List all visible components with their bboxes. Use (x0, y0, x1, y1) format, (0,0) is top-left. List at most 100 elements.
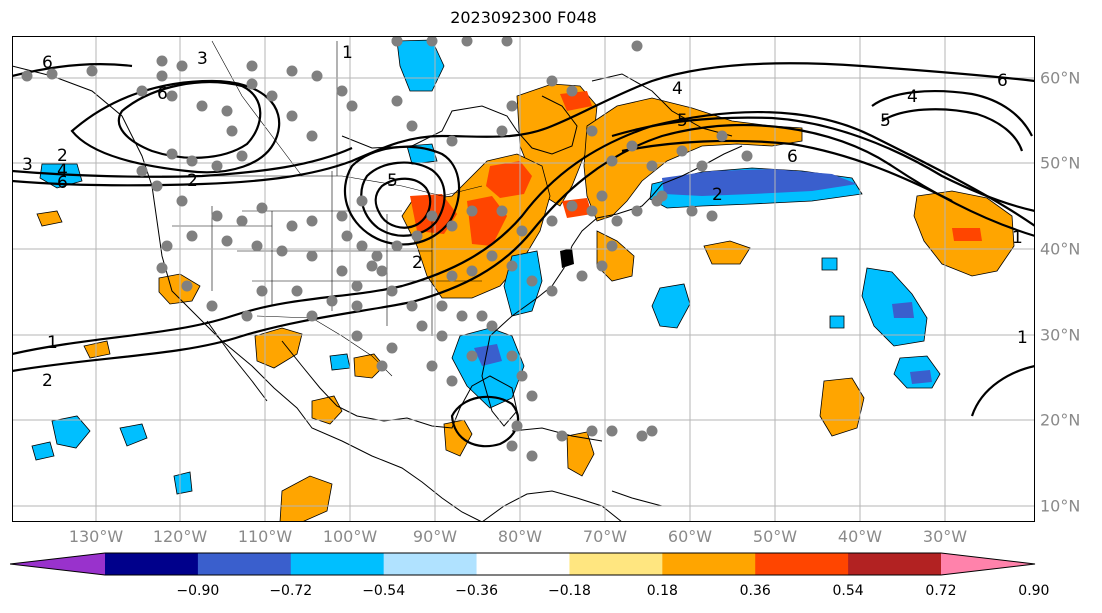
station-marker (346, 100, 358, 112)
station-marker (256, 202, 268, 214)
station-marker (716, 130, 728, 142)
latitude-label: 50°N (1040, 153, 1081, 173)
contour-label: 6 (787, 147, 798, 167)
station-marker (496, 125, 508, 137)
station-marker (206, 300, 218, 312)
colorbar-segment (755, 553, 849, 575)
colorbar-tick-label: 0.54 (832, 583, 864, 599)
station-marker (306, 215, 318, 227)
contour-label: 2 (187, 171, 198, 191)
station-marker (696, 160, 708, 172)
station-marker (596, 190, 608, 202)
contour-label: 5 (880, 111, 891, 131)
station-marker (311, 70, 323, 82)
colorbar-tick-label: −0.18 (547, 583, 591, 599)
station-marker (351, 300, 363, 312)
colorbar-tick-label: 0.36 (739, 583, 771, 599)
station-marker (161, 240, 173, 252)
station-marker (411, 230, 423, 242)
station-marker (676, 145, 688, 157)
colorbar (10, 552, 1036, 576)
colorbar-segment (197, 553, 292, 575)
station-marker (166, 90, 178, 102)
station-marker (376, 265, 388, 277)
station-marker (426, 360, 438, 372)
longitude-label: 40°W (837, 527, 883, 546)
station-marker (46, 68, 58, 80)
contour-label: 6 (57, 173, 68, 193)
station-marker (176, 195, 188, 207)
station-marker (306, 250, 318, 262)
station-marker (586, 205, 598, 217)
station-marker (706, 210, 718, 222)
station-marker (351, 330, 363, 342)
longitude-label: 70°W (582, 527, 628, 546)
latitude-label: 20°N (1040, 410, 1081, 430)
latitude-label: 30°N (1040, 325, 1081, 345)
colorbar-tick-label: −0.36 (455, 583, 498, 599)
station-marker (151, 180, 163, 192)
longitude-label: 80°W (497, 527, 543, 546)
station-marker (566, 200, 578, 212)
station-marker (336, 85, 348, 97)
colorbar-segment (383, 553, 478, 575)
station-marker (466, 265, 478, 277)
latitude-label: 40°N (1040, 239, 1081, 259)
longitude-label: 60°W (667, 527, 713, 546)
colorbar-tick-label: −0.90 (176, 583, 220, 599)
latitude-label: 10°N (1040, 496, 1081, 516)
station-marker (606, 240, 618, 252)
station-marker (476, 310, 488, 322)
contour-label: 2 (42, 371, 53, 391)
station-marker (741, 150, 753, 162)
station-marker (246, 78, 258, 90)
contour-label: 1 (47, 333, 58, 353)
station-marker (251, 240, 263, 252)
contour-label: 2 (412, 253, 423, 273)
station-marker (446, 135, 458, 147)
colorbar-tick-label: 0.90 (1018, 583, 1050, 599)
station-marker (221, 235, 233, 247)
political-borders (162, 40, 483, 377)
station-marker (286, 110, 298, 122)
station-marker (166, 148, 178, 160)
station-marker (506, 440, 518, 452)
station-marker (526, 390, 538, 402)
station-marker (336, 265, 348, 277)
map-canvas: 1 1 1 1 2 2 2 2 2 3 3 4 4 4 5 5 5 6 6 6 … (12, 36, 1035, 522)
station-marker (266, 90, 278, 102)
contour-label: 5 (677, 111, 688, 131)
station-marker (436, 330, 448, 342)
contour-label: 6 (157, 84, 168, 104)
station-marker (416, 320, 428, 332)
station-marker (446, 375, 458, 387)
station-marker (371, 250, 383, 262)
colorbar-segment (476, 553, 570, 575)
station-marker (406, 300, 418, 312)
station-marker (391, 95, 403, 107)
contour-label: 4 (672, 79, 683, 99)
station-marker (21, 70, 33, 82)
station-marker (466, 350, 478, 362)
longitude-label: 110°W (237, 527, 293, 546)
station-marker (566, 85, 578, 97)
station-marker (546, 75, 558, 87)
station-marker (306, 130, 318, 142)
contour-label: 3 (22, 155, 33, 175)
colorbar-segment (848, 553, 942, 575)
station-marker (221, 105, 233, 117)
station-marker (336, 210, 348, 222)
map-title: 2023092300 F048 (450, 8, 597, 27)
station-markers (21, 36, 753, 462)
station-marker (511, 420, 523, 432)
station-marker (646, 160, 658, 172)
station-marker (516, 370, 528, 382)
station-marker (391, 240, 403, 252)
station-marker (386, 342, 398, 354)
contour-label: 4 (907, 87, 918, 107)
colorbar-tick-label: −0.72 (269, 583, 313, 599)
station-marker (246, 60, 258, 72)
colorbar-segment (569, 553, 663, 575)
contour-label: 6 (42, 53, 53, 73)
contour-label: 1 (1017, 328, 1028, 348)
